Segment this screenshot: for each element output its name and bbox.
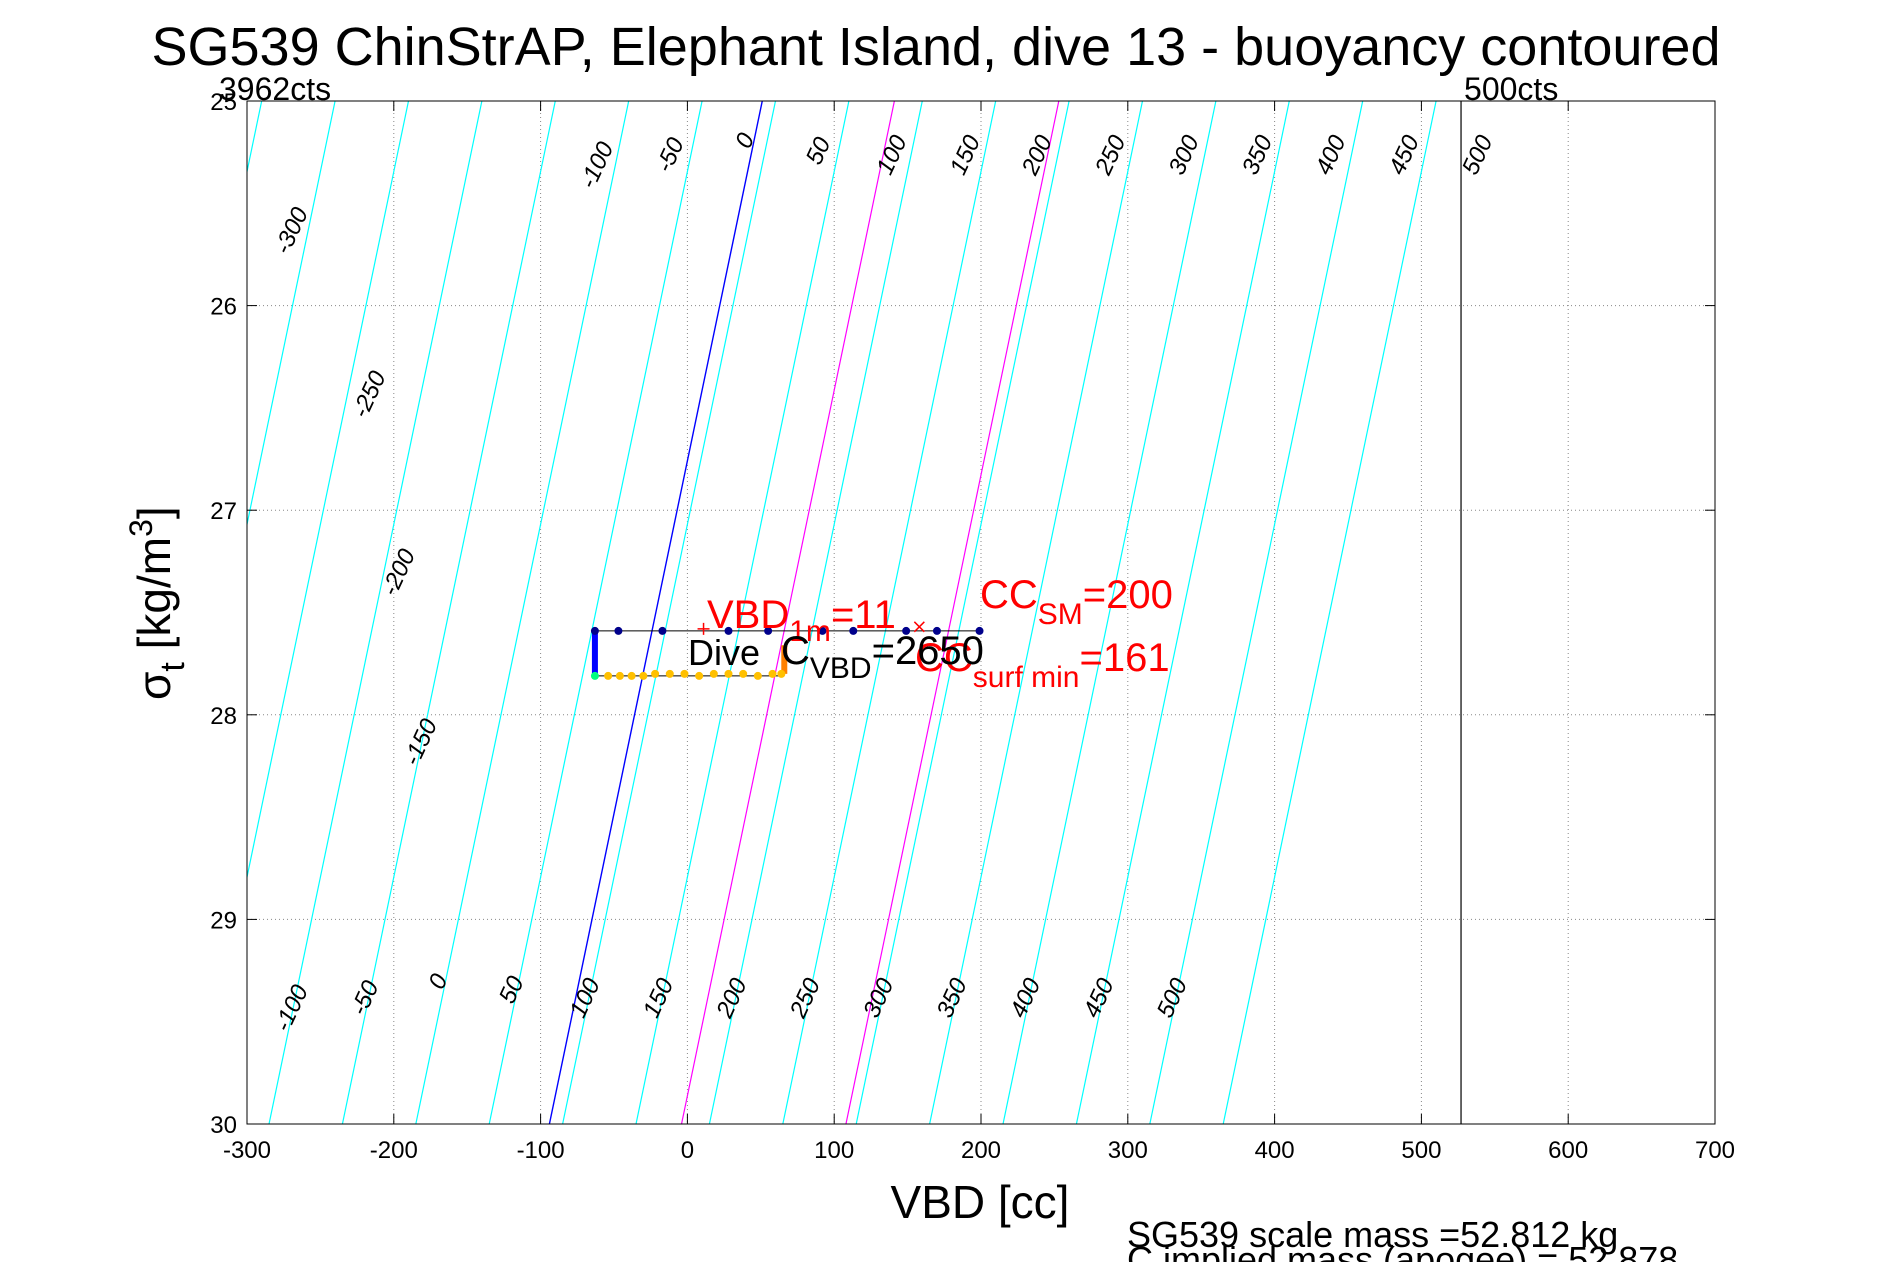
- contour-line: [268, 101, 483, 1124]
- grid: [247, 101, 1715, 1124]
- blue-data-point: [658, 626, 667, 635]
- contour-line: [1222, 101, 1437, 1124]
- blue-data-point: [764, 626, 773, 635]
- x-tick-label: -200: [370, 1137, 418, 1164]
- x-tick-label: 300: [1108, 1137, 1148, 1164]
- zero-buoyancy-line: [548, 101, 763, 1124]
- contour-line: [782, 101, 997, 1124]
- orange-data-point: [651, 669, 660, 678]
- vbd-max-label: 500cts: [1464, 71, 1558, 107]
- contour-line: [247, 101, 410, 881]
- cc-sm-value: =200: [1083, 573, 1173, 617]
- chart-title: SG539 ChinStrAP, Elephant Island, dive 1…: [151, 17, 1720, 77]
- vbd-min-label: 3962cts: [219, 71, 331, 107]
- orange-data-point: [777, 669, 786, 678]
- blue-data-point: [614, 626, 623, 635]
- cc-surf-main: CC: [915, 636, 973, 680]
- y-axis-label-main: σ: [128, 672, 180, 700]
- cc-surf-sub: surf min: [973, 661, 1080, 694]
- x-tick-label: 100: [814, 1137, 854, 1164]
- contour-lines: [247, 101, 1437, 1124]
- y-tick-label: 26: [210, 294, 237, 321]
- orange-data-point: [768, 669, 777, 678]
- blue-data-point: [818, 626, 827, 635]
- y-tick-label: 25: [210, 89, 237, 116]
- y-axis-label: σt [kg/m3]: [123, 506, 192, 700]
- x-tick-label: 600: [1548, 1137, 1588, 1164]
- y-axis-label-unit: [kg/m: [128, 537, 180, 662]
- y-tick-label: 29: [210, 907, 237, 934]
- orange-data-point: [680, 669, 689, 678]
- scale-mass-text: SG539 scale mass =52.812 kg: [1127, 1214, 1618, 1255]
- orange-data-point: [739, 669, 748, 678]
- y-axis-label-sup: 3: [123, 519, 159, 537]
- contour-line: [1149, 101, 1364, 1124]
- x-axis-label: VBD [cc]: [891, 1176, 1070, 1228]
- vbd-1m-annotation: VBD1m=11: [707, 593, 896, 648]
- contour-line: [488, 101, 703, 1124]
- orange-data-point: [604, 671, 613, 680]
- contour-line: [1075, 101, 1290, 1124]
- x-tick-label: 500: [1401, 1137, 1441, 1164]
- contour-line: [929, 101, 1144, 1124]
- orange-data-point: [665, 669, 674, 678]
- vbd-1m-sub: 1m: [789, 615, 831, 648]
- orange-data-point: [639, 671, 648, 680]
- cc-sm-sub: SM: [1038, 598, 1083, 631]
- y-tick-label: 27: [210, 498, 237, 525]
- c-vbd-value: =2650: [872, 629, 984, 673]
- blue-data-point: [849, 626, 858, 635]
- blue-data-point: [724, 626, 733, 635]
- cc-surf-value: =161: [1079, 636, 1169, 680]
- x-tick-label: 0: [681, 1137, 694, 1164]
- contour-line: [855, 101, 1070, 1124]
- blue-data-point: [975, 626, 984, 635]
- x-ticks: -300 -200 -100 0 100 200 300 400 500 600 700: [223, 101, 1735, 1164]
- cc-surf-min-annotation: CCsurf min=161: [915, 636, 1170, 694]
- y-tick-label: 28: [210, 703, 237, 730]
- x-tick-label: -100: [517, 1137, 565, 1164]
- y-axis-label-close: ]: [128, 506, 180, 519]
- contour-line-magenta: [845, 101, 1060, 1124]
- contour-line: [341, 101, 556, 1124]
- orange-data-point: [753, 671, 762, 680]
- x-tick-label: -300: [223, 1137, 271, 1164]
- orange-data-point: [695, 671, 704, 680]
- orange-data-point: [627, 671, 636, 680]
- y-axis-label-sub: t: [154, 662, 192, 672]
- orange-data-point: [709, 669, 718, 678]
- vbd-1m-main: VBD: [707, 593, 789, 637]
- contour-line: [415, 101, 630, 1124]
- blue-data-point: [590, 626, 599, 635]
- cc-sm-annotation: CCSM=200: [980, 573, 1173, 631]
- blue-data-point: [902, 626, 911, 635]
- c-vbd-main: C: [781, 629, 810, 673]
- cc-sm-main: CC: [980, 573, 1038, 617]
- implied-mass-text: C implied mass (apogee) = 52.878: [1127, 1239, 1678, 1262]
- vbd-1m-value: =11: [831, 593, 896, 637]
- orange-data-point: [615, 671, 624, 680]
- x-tick-label: 200: [961, 1137, 1001, 1164]
- contour-line: [635, 101, 850, 1124]
- contour-line: [562, 101, 777, 1124]
- blue-data-point: [932, 626, 941, 635]
- y-ticks: 25 26 27 28 29 30: [210, 89, 1715, 1139]
- dive-text: Dive: [688, 632, 760, 673]
- contour-line: [708, 101, 923, 1124]
- start-data-point: [590, 671, 599, 680]
- c-vbd-annotation: CVBD=2650: [781, 629, 984, 685]
- dive-data: [590, 621, 984, 680]
- c-vbd-sub: VBD: [810, 652, 872, 685]
- contour-line-magenta: [680, 101, 895, 1124]
- x-tick-label: 400: [1255, 1137, 1295, 1164]
- cc-sm-marker: [913, 621, 925, 633]
- y-tick-label: 30: [210, 1112, 237, 1139]
- contour-line: [247, 101, 336, 528]
- contour-line: [1002, 101, 1217, 1124]
- orange-data-point: [724, 669, 733, 678]
- x-tick-label: 700: [1695, 1137, 1735, 1164]
